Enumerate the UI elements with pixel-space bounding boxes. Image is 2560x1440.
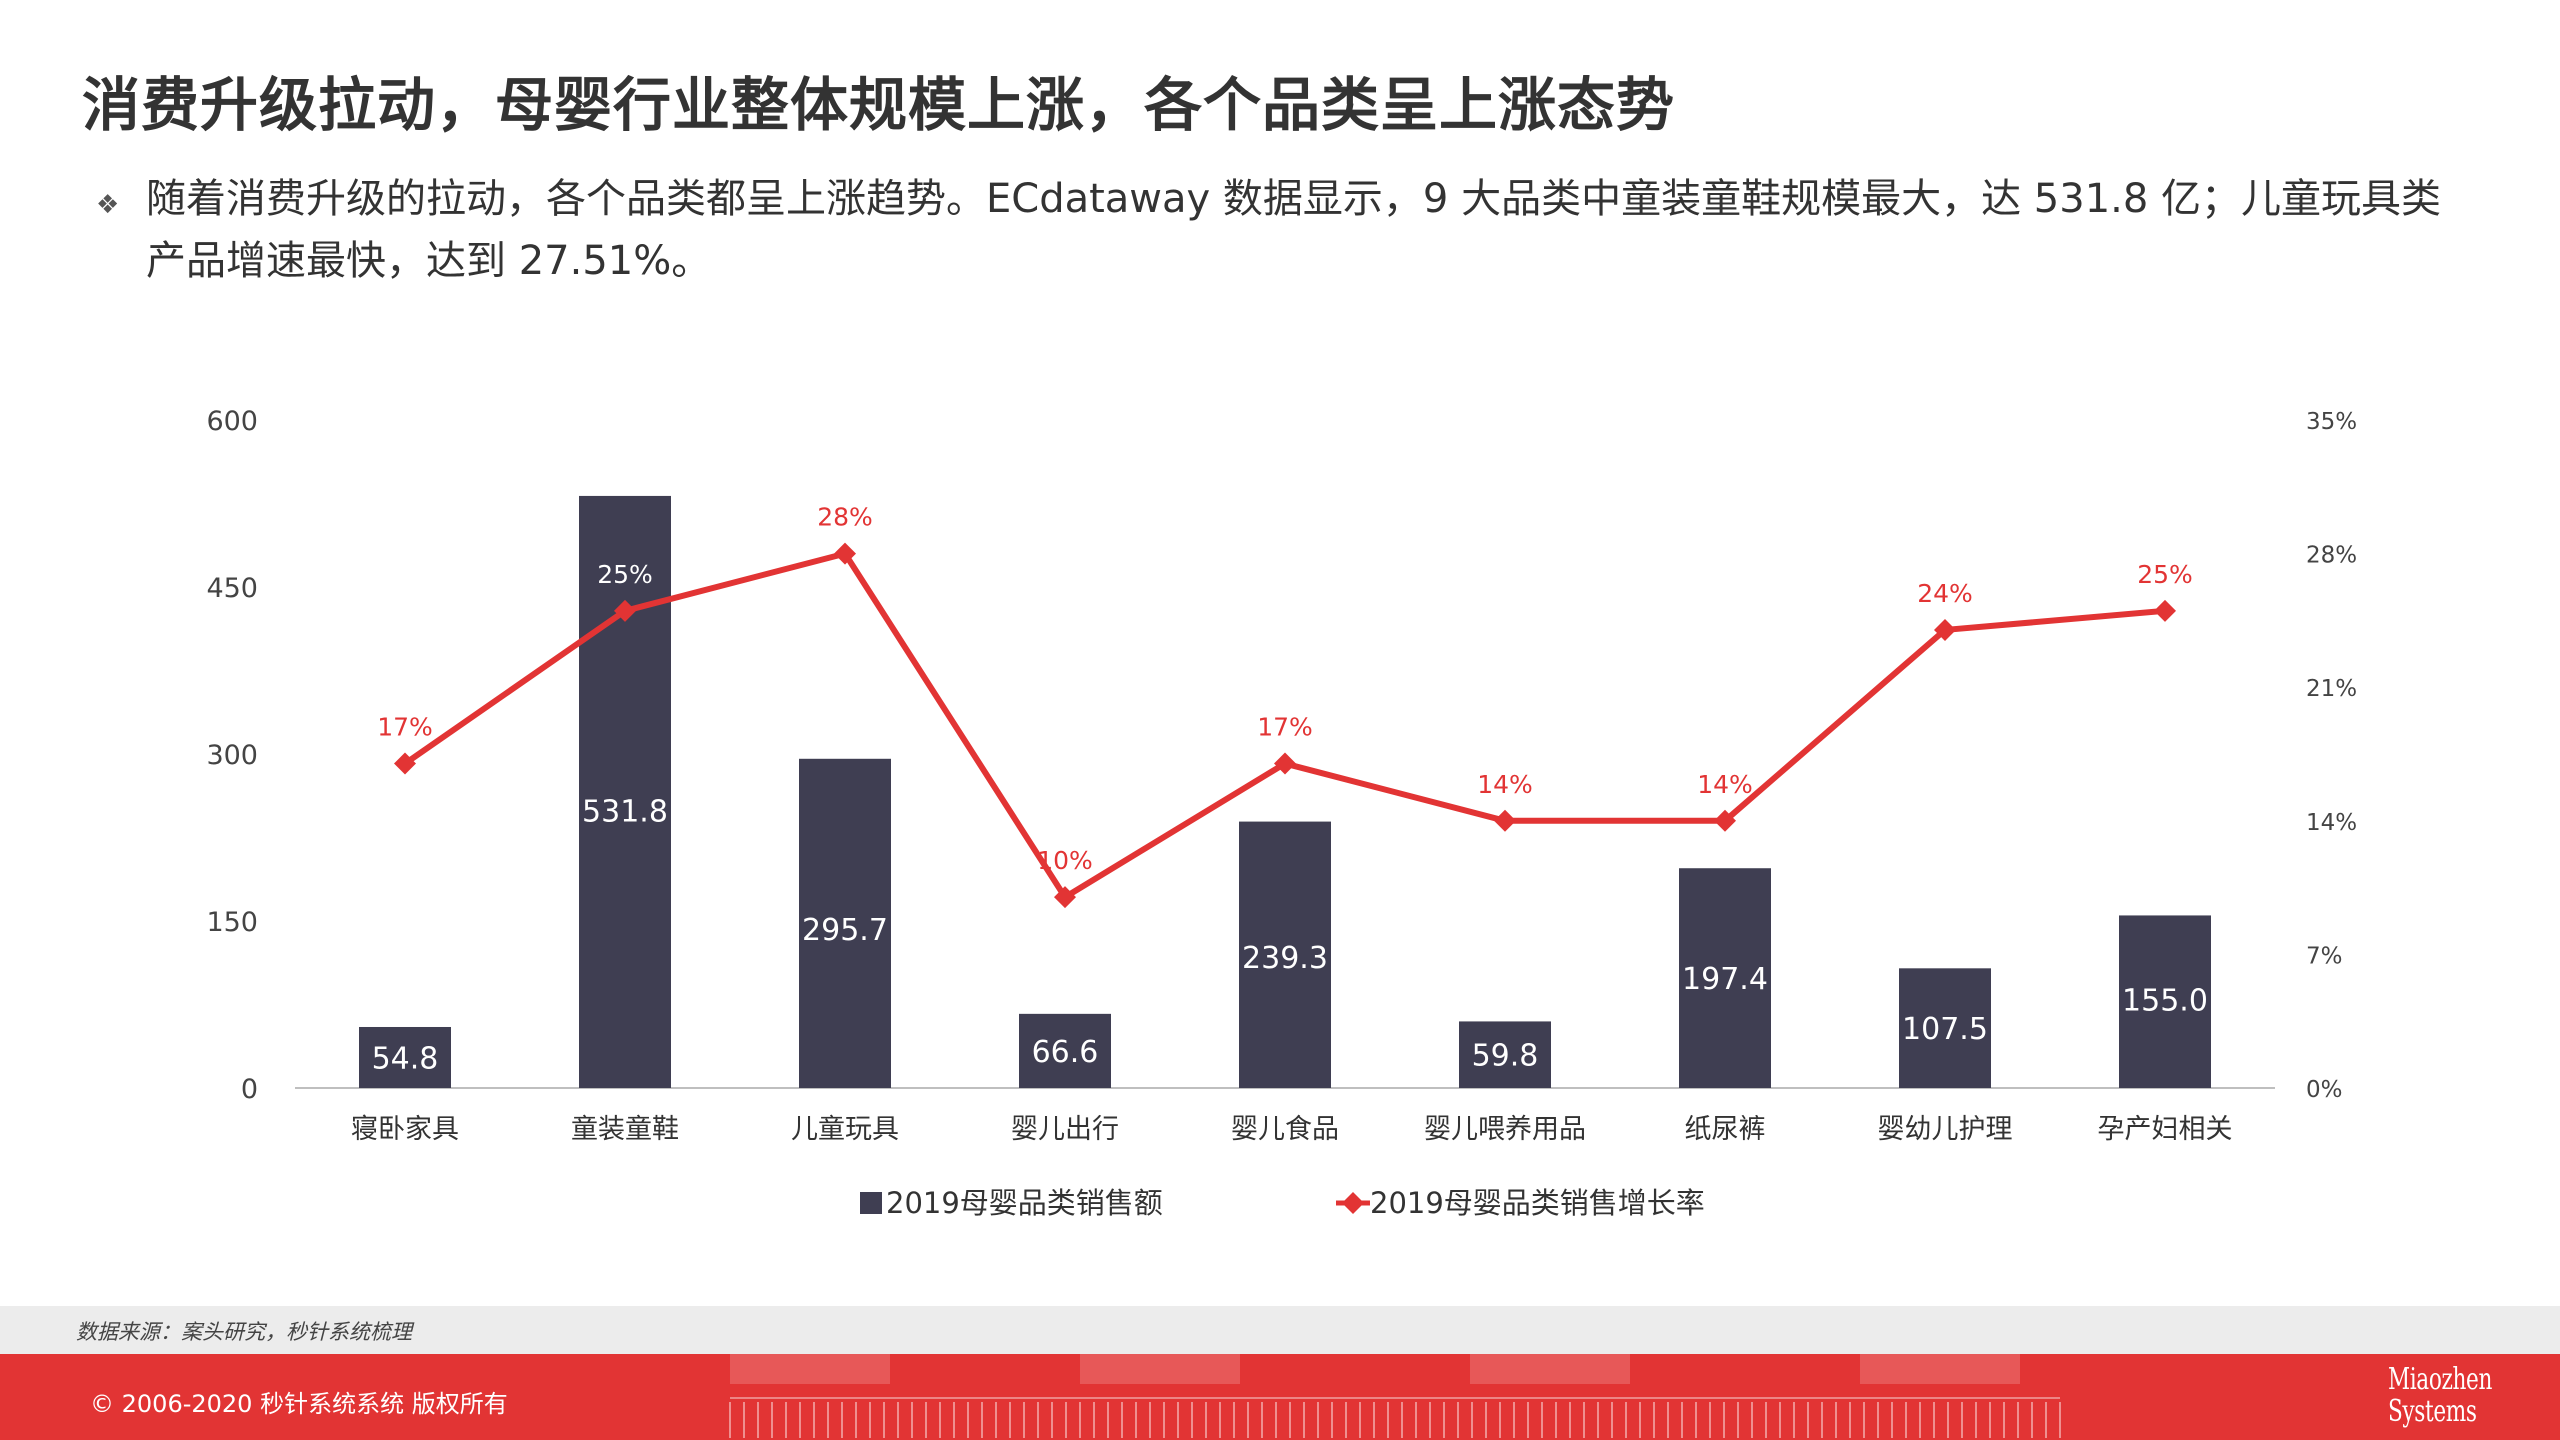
line-value-label: 14% (1477, 770, 1533, 799)
page-title: 消费升级拉动，母婴行业整体规模上涨，各个品类呈上涨态势 (82, 71, 1676, 139)
x-category-label: 儿童玩具 (791, 1114, 899, 1145)
y-right-tick-label: 35% (2306, 409, 2357, 435)
y-right-tick-label: 14% (2306, 810, 2357, 836)
bar (799, 758, 891, 1088)
line-value-label: 24% (1917, 579, 1973, 608)
bar-value-label: 197.4 (1682, 962, 1768, 997)
x-category-label: 婴幼儿护理 (1878, 1114, 2013, 1145)
line-point-marker (834, 542, 856, 565)
legend-line-label: 2019母婴品类销售增长率 (1370, 1186, 1705, 1220)
bar-value-label: 59.8 (1472, 1039, 1539, 1074)
bar-value-label: 295.7 (802, 913, 888, 948)
line-value-label: 25% (597, 560, 653, 589)
bullet-block: ❖ 随着消费升级的拉动，各个品类都呈上涨趋势。ECdataway 数据显示，9 … (96, 168, 2476, 292)
source-bar: 数据来源：案头研究，秒针系统梳理 (0, 1306, 2560, 1354)
legend-bar-label: 2019母婴品类销售额 (886, 1186, 1163, 1220)
line-point-marker (394, 752, 416, 775)
bar (1019, 1013, 1111, 1088)
legend-line-marker (1342, 1192, 1364, 1214)
copyright-text: © 2006-2020 秒针系统系统 版权所有 (90, 1390, 508, 1418)
bar-value-label: 531.8 (582, 795, 668, 830)
line-value-label: 14% (1697, 770, 1753, 799)
x-category-label: 纸尿裤 (1685, 1114, 1766, 1145)
y-left-tick-label: 450 (206, 573, 258, 604)
y-left-tick-label: 150 (206, 907, 258, 938)
line-value-label: 17% (1257, 713, 1313, 742)
footer: © 2006-2020 秒针系统系统 版权所有 Miaozhen Systems (0, 1354, 2560, 1440)
miaozhen-systems-logo: Miaozhen Systems (2388, 1364, 2492, 1428)
bar-value-label: 239.3 (1242, 941, 1328, 976)
diamond-bullet-icon: ❖ (96, 190, 120, 220)
bar-value-label: 54.8 (372, 1041, 439, 1076)
combo-chart: 0 150 300 450 600 0% 7% 14% 21% 28% 35% 54.8 531.8 29… (206, 406, 2357, 1220)
bar (1459, 1021, 1551, 1088)
line-value-label: 25% (2137, 560, 2193, 589)
line-point-marker (1054, 886, 1076, 909)
footer-decorative-pattern (729, 1354, 2061, 1438)
y-left-tick-label: 600 (206, 406, 258, 437)
x-category-label: 婴儿食品 (1231, 1114, 1339, 1145)
y-right-tick-label: 21% (2306, 676, 2357, 702)
bar (1239, 821, 1331, 1088)
logo-line1: Miaozhen (2388, 1362, 2493, 1397)
y-right-tick-label: 28% (2306, 543, 2357, 569)
bar (579, 495, 671, 1088)
line-point-marker (1494, 809, 1516, 832)
line-point-marker (1274, 752, 1296, 775)
bar (1679, 868, 1771, 1088)
logo-line2: Systems (2388, 1394, 2477, 1429)
bar (2119, 915, 2211, 1088)
y-left-tick-label: 300 (206, 740, 258, 771)
y-right-tick-label: 0% (2306, 1077, 2343, 1103)
line-point-marker (1934, 618, 1956, 641)
bar (1899, 968, 1991, 1088)
line-point-marker (614, 599, 636, 622)
legend-bar-swatch (860, 1192, 882, 1214)
line-value-label: 10% (1037, 846, 1093, 875)
x-category-label: 孕产妇相关 (2098, 1114, 2233, 1145)
bar (359, 1026, 451, 1088)
bar-value-label: 155.0 (2122, 983, 2208, 1018)
line-value-label: 17% (377, 713, 433, 742)
y-left-tick-label: 0 (241, 1074, 258, 1105)
x-category-label: 婴儿喂养用品 (1424, 1114, 1586, 1145)
line-point-marker (2154, 599, 2176, 622)
source-text: 数据来源：案头研究，秒针系统梳理 (76, 1320, 412, 1344)
bar-value-label: 66.6 (1032, 1035, 1099, 1070)
x-category-label: 童装童鞋 (571, 1114, 679, 1145)
line-value-label: 28% (817, 503, 873, 532)
y-right-tick-label: 7% (2306, 943, 2343, 969)
line-point-marker (1714, 809, 1736, 832)
x-category-label: 寝卧家具 (351, 1114, 459, 1145)
bullet-text: 随着消费升级的拉动，各个品类都呈上涨趋势。ECdataway 数据显示，9 大品… (146, 176, 2442, 284)
x-category-label: 婴儿出行 (1011, 1114, 1119, 1145)
bar-value-label: 107.5 (1902, 1012, 1988, 1047)
